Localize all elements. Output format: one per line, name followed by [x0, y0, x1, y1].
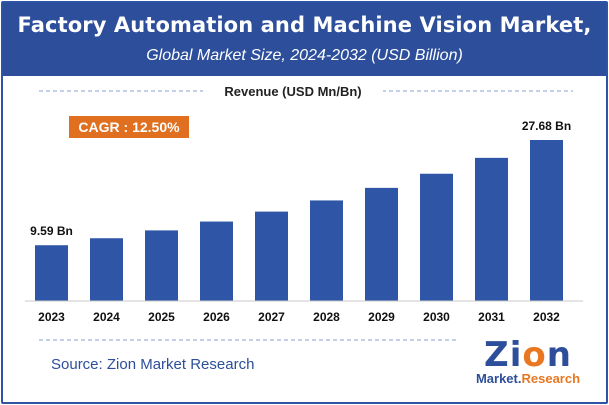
bar-2029	[365, 187, 398, 301]
chart-title: Factory Automation and Machine Vision Ma…	[17, 13, 592, 37]
x-tick-2025: 2025	[148, 310, 175, 324]
bar-chart: Revenue (USD Mn/Bn) CAGR : 12.50% 2023 20…	[25, 81, 583, 341]
x-tick-labels: 2023 2024 2025 2026 2027 2028 2029 2030 2031 2032	[38, 310, 560, 324]
logo-sub-text: Market.Research	[475, 371, 581, 386]
bar-2026	[200, 221, 233, 301]
x-tick-2032: 2032	[533, 310, 560, 324]
cagr-badge	[69, 116, 189, 138]
chart-subtitle: Global Market Size, 2024-2032 (USD Billi…	[146, 47, 463, 64]
bar-2032	[530, 140, 563, 301]
bar-2027	[255, 211, 288, 301]
bars-group	[35, 140, 563, 301]
data-label-first: 9.59 Bn	[30, 224, 73, 238]
bar-2031	[475, 157, 508, 301]
bar-2024	[90, 238, 123, 301]
chart-header: Factory Automation and Machine Vision Ma…	[3, 3, 606, 76]
bar-2025	[145, 230, 178, 301]
data-label-last: 27.68 Bn	[522, 119, 571, 133]
zion-logo: Zion Market.Research	[473, 337, 583, 393]
bar-2028	[310, 200, 343, 301]
x-tick-2028: 2028	[313, 310, 340, 324]
legend-label: Revenue (USD Mn/Bn)	[224, 84, 361, 99]
legend-backdrop	[203, 81, 383, 101]
x-tick-2029: 2029	[368, 310, 395, 324]
x-tick-2023: 2023	[38, 310, 65, 324]
x-tick-2027: 2027	[258, 310, 285, 324]
cagr-label: CAGR : 12.50%	[78, 119, 180, 135]
x-tick-2026: 2026	[203, 310, 230, 324]
x-tick-2024: 2024	[93, 310, 120, 324]
bar-2023	[35, 245, 68, 301]
x-tick-2030: 2030	[423, 310, 450, 324]
bar-2030	[420, 173, 453, 301]
x-tick-2031: 2031	[478, 310, 505, 324]
source-note: Source: Zion Market Research	[51, 356, 255, 373]
logo-main-text: Zion	[484, 335, 572, 375]
